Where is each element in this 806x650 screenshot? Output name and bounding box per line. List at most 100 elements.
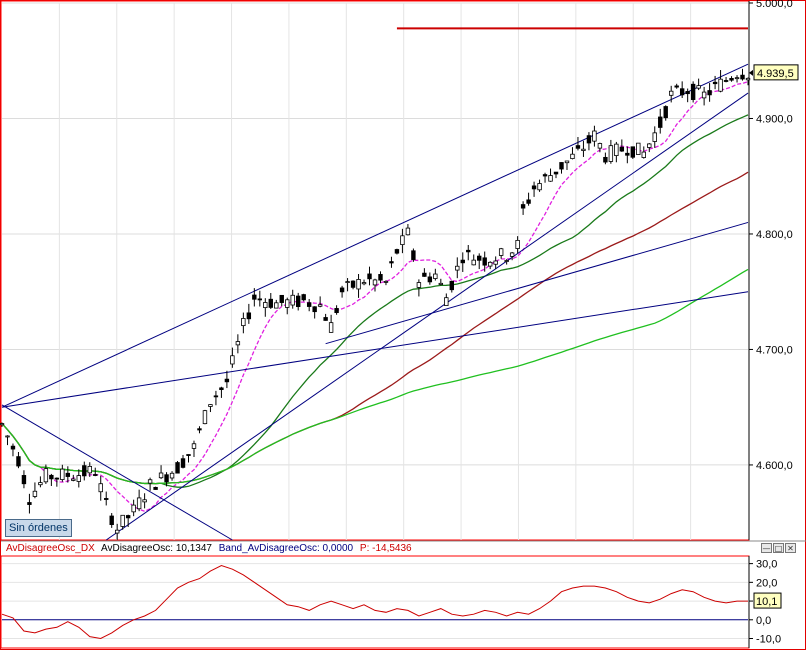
- candle-body: [5, 435, 10, 438]
- candle-body: [367, 273, 372, 280]
- candle-body: [27, 502, 32, 505]
- maximize-icon[interactable]: □: [773, 543, 784, 553]
- candle-body: [60, 468, 65, 480]
- candle-body: [619, 146, 625, 152]
- candle-body: [114, 529, 120, 534]
- candle-body: [564, 160, 570, 164]
- trendline: [105, 92, 749, 541]
- candle-body: [93, 474, 98, 476]
- last-price-arrow: [749, 69, 753, 76]
- trendline: [1, 63, 749, 408]
- candle-body: [0, 423, 5, 426]
- candle-body: [257, 298, 263, 301]
- candle-body: [16, 456, 21, 467]
- candle-body: [685, 91, 690, 95]
- candle-body: [383, 280, 389, 283]
- osc-line: [1, 564, 748, 640]
- p-value-label: P: -14,5436: [359, 543, 412, 554]
- candle-body: [158, 472, 164, 479]
- candle-body: [49, 474, 54, 480]
- candle-body: [400, 235, 405, 246]
- candle-body: [356, 279, 361, 290]
- candle-body: [531, 185, 537, 190]
- candle-body: [466, 249, 471, 253]
- candle-body: [405, 227, 411, 236]
- candle-body: [142, 499, 147, 503]
- candle-body: [290, 294, 295, 306]
- candle-body: [10, 445, 16, 450]
- candle-body: [482, 257, 487, 266]
- price-tick-label: 5.000,0: [756, 0, 793, 10]
- candle-body: [542, 174, 548, 177]
- candle-body: [235, 341, 241, 346]
- candle-body: [21, 475, 27, 485]
- candle-body: [444, 297, 449, 306]
- candle-body: [652, 132, 657, 142]
- osc-last-label: 10,1: [756, 596, 777, 608]
- candle-body: [504, 260, 509, 262]
- minimize-icon[interactable]: —: [761, 543, 772, 553]
- candle-body: [438, 282, 444, 285]
- candle-body: [498, 248, 504, 256]
- candle-body: [636, 142, 641, 155]
- close-icon[interactable]: ✕: [785, 543, 796, 553]
- candlesticks: [0, 68, 751, 540]
- candle-body: [224, 378, 230, 383]
- indicator-name-label: AvDisagreeOsc_DX: [6, 543, 95, 554]
- candle-body: [372, 279, 378, 286]
- candle-body: [608, 145, 614, 162]
- price-y-ticks: 4.600,0 4.700,0 4.800,0 4.900,0 5.000,0: [749, 0, 793, 472]
- candle-body: [734, 77, 740, 80]
- indicator-legend: AvDisagreeOsc_DX AvDisagreeOsc: 10,1347 …: [6, 542, 416, 556]
- last-price-label: 4.939,5: [757, 68, 794, 80]
- oscillator-value-label: AvDisagreeOsc: 10,1347: [100, 543, 212, 554]
- candle-body: [125, 515, 131, 519]
- no-orders-button[interactable]: Sin órdenes: [5, 519, 72, 537]
- candle-body: [515, 239, 520, 249]
- candle-body: [548, 175, 553, 182]
- candle-body: [197, 428, 202, 431]
- candle-body: [586, 135, 592, 144]
- candle-body: [104, 498, 109, 500]
- candle-body: [180, 458, 186, 468]
- trendline: [1, 404, 233, 541]
- candle-body: [43, 468, 49, 483]
- candle-body: [136, 497, 142, 510]
- last-price-box: [753, 64, 799, 81]
- candle-body: [268, 298, 273, 308]
- candle-body: [603, 156, 608, 163]
- candle-body: [32, 490, 38, 497]
- candle-body: [630, 146, 636, 158]
- candle-body: [597, 143, 603, 149]
- candle-body: [553, 171, 559, 175]
- candle-body: [389, 261, 394, 264]
- candle-body: [411, 250, 416, 260]
- candle-body: [361, 282, 367, 285]
- candle-body: [328, 322, 334, 333]
- candle-body: [460, 259, 465, 264]
- price-tick-label: 4.600,0: [756, 460, 793, 472]
- candle-body: [679, 88, 685, 96]
- candle-body: [87, 465, 92, 474]
- candle-body: [509, 252, 515, 257]
- candle-body: [427, 276, 433, 283]
- candle-body: [164, 474, 169, 483]
- candle-body: [38, 482, 43, 486]
- candle-body: [422, 272, 427, 277]
- candle-body: [471, 259, 476, 266]
- candle-body: [592, 130, 597, 142]
- candle-body: [186, 454, 191, 456]
- candle-body: [663, 106, 668, 119]
- candle-body: [740, 74, 745, 80]
- candle-body: [718, 78, 723, 92]
- trendline: [1, 291, 749, 408]
- candle-body: [707, 90, 712, 96]
- candle-body: [263, 302, 268, 309]
- oscillator-series: [1, 564, 748, 640]
- candle-body: [54, 477, 60, 480]
- candle-body: [98, 483, 103, 493]
- candle-body: [312, 306, 317, 313]
- candle-body: [487, 261, 493, 267]
- candle-body: [147, 479, 153, 484]
- osc-last-value-marker: 10,1: [753, 592, 782, 609]
